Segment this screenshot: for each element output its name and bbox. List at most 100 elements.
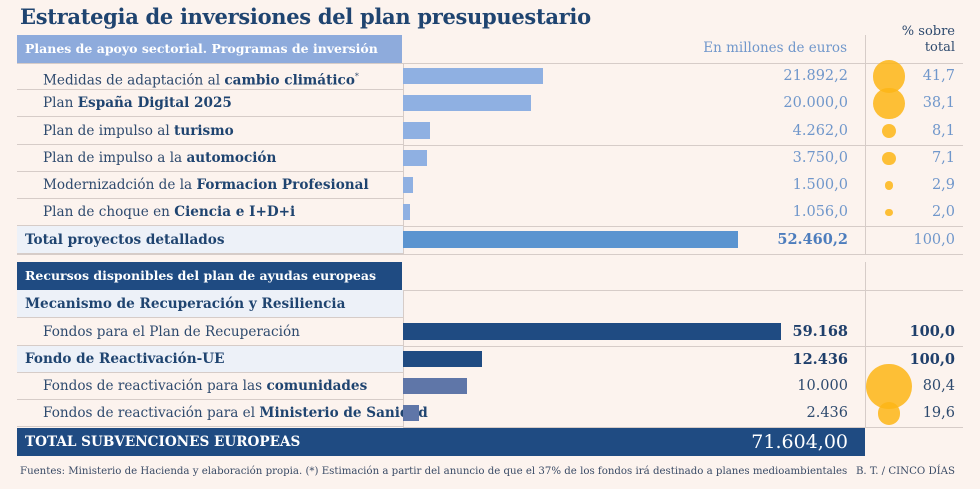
divider [17, 63, 963, 64]
row-pct: 41,7 [922, 68, 955, 84]
pct-bubble [882, 151, 896, 166]
label-part: Plan [43, 95, 78, 111]
row-label: Plan de choque en Ciencia e I+D+i [43, 199, 295, 226]
footnote-marker: * [354, 72, 359, 81]
label-part: Ciencia e I+D+i [174, 204, 296, 220]
pct-bubble [872, 60, 906, 93]
chart-title: Estrategia de inversiones del plan presu… [20, 4, 591, 29]
row-value: 12.436 [792, 351, 849, 368]
lower-section-header: Recursos disponibles del plan de ayudas … [17, 262, 402, 290]
pct-bubble [866, 363, 912, 410]
pct-column-header-line2: total [924, 40, 955, 55]
pct-bubble [877, 402, 901, 425]
row-label: Fondos de reactivación para las comunida… [43, 373, 367, 400]
row-value: 1.500,0 [792, 177, 848, 193]
row-divider [17, 116, 403, 117]
row-pct: 38,1 [922, 95, 955, 111]
row-label: Fondos de reactivación para el Ministeri… [43, 400, 428, 427]
row-pct: 100,0 [913, 232, 955, 248]
row-label: Fondos para el Plan de Recuperación [43, 318, 300, 346]
row-label: Plan España Digital 2025 [43, 90, 232, 117]
label-part: Plan de choque en [43, 204, 175, 220]
row-value: 2.436 [806, 405, 848, 421]
row-divider [17, 399, 403, 400]
value-bar [403, 177, 413, 193]
row-divider [17, 426, 403, 427]
label-part: Mecanismo de Recuperación y Resiliencia [25, 296, 346, 312]
row-label: Fondo de Reactivación-UE [25, 346, 224, 373]
divider [403, 226, 963, 227]
pct-bubble [885, 208, 893, 217]
label-part: Medidas de adaptación al [43, 72, 225, 89]
label-part: cambio climático [224, 72, 355, 89]
row-divider [17, 372, 403, 373]
pct-bubble [884, 181, 894, 190]
source-note: Fuentes: Ministerio de Hacienda y elabor… [20, 466, 848, 477]
row-pct: 100,0 [909, 323, 955, 340]
value-bar [403, 323, 781, 340]
row-pct: 8,1 [931, 123, 955, 139]
grand-total-value: 71.604,00 [751, 431, 848, 453]
pct-column-header-line1: % sobre [901, 24, 955, 39]
label-part: Modernizadción de la [43, 177, 197, 193]
value-bar [403, 405, 419, 421]
row-value: 4.262,0 [792, 123, 848, 139]
row-divider [17, 253, 403, 254]
row-value: 3.750,0 [792, 150, 848, 166]
divider [403, 427, 963, 428]
row-pct: 2,9 [931, 177, 955, 193]
column-divider [865, 262, 866, 428]
value-bar [403, 204, 410, 220]
label-part: Fondos de reactivación para el [43, 405, 260, 421]
row-value: 20.000,0 [783, 95, 848, 111]
row-divider [17, 345, 403, 346]
row-value: 21.892,2 [783, 68, 848, 84]
label-part: Total proyectos detallados [25, 232, 225, 248]
label-part: Formacion Profesional [196, 177, 369, 193]
row-background [17, 346, 403, 373]
column-divider [865, 35, 866, 254]
row-label: Medidas de adaptación al cambio climátic… [43, 63, 359, 95]
value-bar [403, 378, 467, 394]
units-label: En millones de euros [703, 40, 847, 56]
row-divider [17, 144, 403, 145]
label-part: Plan de impulso al [43, 123, 175, 139]
row-value: 52.460,2 [777, 231, 848, 248]
row-pct: 2,0 [931, 204, 955, 220]
row-value: 10.000 [797, 378, 848, 394]
row-label: Plan de impulso al turismo [43, 117, 234, 145]
label-part: turismo [174, 123, 234, 139]
row-label: Modernizadción de la Formacion Profesion… [43, 172, 369, 199]
row-pct: 7,1 [931, 150, 955, 166]
label-part: Fondos para el Plan de Recuperación [43, 324, 300, 340]
label-part: España Digital 2025 [77, 95, 232, 111]
credit: B. T. / CINCO DÍAS [855, 466, 955, 477]
row-divider [17, 171, 403, 172]
row-pct: 19,6 [922, 405, 955, 421]
divider [17, 254, 963, 255]
label-part: Fondo de Reactivación-UE [25, 351, 225, 367]
value-bar [403, 150, 427, 166]
value-bar [403, 122, 430, 139]
value-bar [403, 95, 531, 111]
row-value: 59.168 [792, 323, 849, 340]
label-part: automoción [186, 150, 277, 166]
row-background [17, 290, 403, 318]
divider [403, 145, 963, 146]
divider [403, 290, 963, 291]
row-divider [17, 317, 403, 318]
row-background [17, 226, 403, 254]
row-divider [17, 198, 403, 199]
pct-bubble [881, 123, 897, 139]
row-label: Mecanismo de Recuperación y Resiliencia [25, 290, 345, 318]
grand-total-bar [17, 428, 865, 456]
row-divider [17, 89, 403, 90]
label-part: Ministerio de Sanidad [259, 405, 428, 421]
row-pct: 80,4 [922, 378, 955, 394]
value-bar [403, 68, 543, 84]
row-divider [17, 225, 403, 226]
label-part: Fondos de reactivación para las [43, 378, 267, 394]
upper-section-header: Planes de apoyo sectorial. Programas de … [17, 35, 402, 63]
pct-bubble [873, 87, 905, 120]
grand-total-label: TOTAL SUBVENCIONES EUROPEAS [25, 434, 301, 450]
